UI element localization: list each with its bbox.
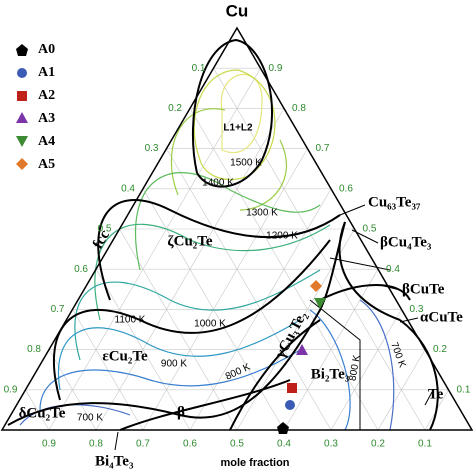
isotherm — [74, 269, 321, 361]
legend-label: A1 — [38, 65, 55, 80]
phase-label: βCuTe — [402, 281, 445, 297]
right-tick-label: 0.4 — [386, 264, 400, 275]
boundary — [7, 221, 346, 426]
boundary — [97, 199, 341, 301]
isotherm-label: 1200 K — [266, 231, 298, 242]
grid-line — [330, 309, 402, 431]
phase-label: Bi₂Te₃ — [311, 366, 350, 382]
isotherm — [220, 73, 263, 154]
right-tick-label: 0.2 — [433, 344, 447, 355]
isotherm-label: 1300 K — [246, 208, 278, 219]
right-tick-label: 0.3 — [410, 304, 424, 315]
isotherm-label: 1400 K — [202, 178, 234, 189]
legend-marker — [17, 91, 27, 101]
isotherm — [39, 309, 351, 431]
left-tick-label: 0.4 — [121, 183, 135, 194]
boundary — [399, 319, 439, 431]
bottom-tick-label: 0.4 — [277, 439, 291, 450]
boundary — [229, 319, 321, 431]
bottom-tick-label: 0.1 — [418, 439, 432, 450]
phase-label: εCu₂Te — [102, 348, 148, 364]
phase-label: Cu₆₃Te₃₇ — [368, 194, 421, 210]
isotherm — [58, 319, 301, 391]
title: Cu — [226, 1, 249, 20]
boundary — [191, 38, 274, 188]
isotherm-label: 1500 K — [230, 158, 262, 169]
phase-label: ζCu₂Te — [167, 233, 212, 249]
boundary — [319, 221, 411, 321]
isotherm-label: 700 K — [77, 413, 103, 424]
left-tick-label: 0.3 — [145, 143, 159, 154]
bottom-tick-label: 0.8 — [89, 439, 103, 450]
isotherm-label: 800 K — [347, 354, 362, 382]
phase-label: Bi₄Te₃ — [95, 453, 134, 469]
phase-label: αCuTe — [420, 309, 463, 325]
bottom-tick-label: 0.6 — [183, 439, 197, 450]
triangle-frame — [0, 26, 474, 431]
legend-marker — [16, 158, 28, 170]
right-tick-label: 0.6 — [339, 183, 353, 194]
isotherm-label: 1100 K — [115, 315, 146, 326]
left-tick-label: 0.6 — [74, 264, 88, 275]
isotherm — [170, 108, 287, 211]
bottom-tick-label: 0.2 — [371, 439, 385, 450]
phase-label: β — [177, 404, 185, 420]
legend-marker — [17, 68, 27, 78]
right-tick-label: 0.9 — [269, 63, 283, 74]
grid-line — [25, 389, 50, 431]
isotherm-label: 1000 K — [194, 319, 226, 330]
legend-marker — [16, 136, 28, 147]
phase-label: L1+L2 — [223, 123, 253, 134]
boundary — [52, 239, 331, 401]
grid-line — [119, 228, 238, 431]
isotherm-label: 900 K — [161, 359, 187, 370]
bottom-tick-label: 0.9 — [42, 439, 56, 450]
legend-label: A3 — [38, 111, 55, 126]
boundary — [119, 379, 291, 431]
legend-marker — [16, 112, 28, 123]
phase-label: βCu₄Te₃ — [380, 234, 432, 250]
grid-line — [95, 108, 285, 431]
legend-label: A4 — [38, 134, 55, 149]
point-a5 — [310, 280, 322, 292]
point-a2 — [287, 383, 297, 393]
point-a0 — [277, 422, 289, 434]
grid-line — [166, 148, 332, 431]
point-a3 — [296, 344, 308, 355]
grid-line — [142, 148, 308, 431]
grid-line — [48, 68, 261, 431]
left-tick-label: 0.1 — [192, 63, 206, 74]
left-tick-label: 0.5 — [98, 224, 112, 235]
bottom-tick-label: 0.5 — [230, 439, 244, 450]
isotherm-label: 700 K — [388, 341, 407, 370]
legend-label: A2 — [38, 88, 55, 103]
phase-label: Te — [428, 386, 444, 402]
left-tick-label: 0.7 — [51, 304, 65, 315]
right-tick-label: 0.7 — [316, 143, 330, 154]
right-tick-label: 0.1 — [457, 384, 471, 395]
axis-label: mole fraction — [220, 457, 289, 469]
arrows — [114, 204, 433, 451]
left-tick-label: 0.9 — [4, 384, 18, 395]
grid-line — [213, 68, 426, 431]
left-tick-label: 0.2 — [168, 103, 182, 114]
legend-marker — [16, 44, 28, 56]
phase-label: δCu₂Te — [19, 405, 66, 421]
isotherm — [134, 172, 321, 271]
point-a4 — [314, 298, 326, 309]
phase-boundaries — [7, 38, 439, 431]
isotherm — [94, 223, 331, 321]
isotherms — [19, 69, 395, 431]
legend-label: A0 — [38, 42, 55, 57]
right-tick-label: 0.5 — [363, 224, 377, 235]
point-a1 — [285, 400, 295, 410]
bottom-tick-label: 0.7 — [136, 439, 150, 450]
boundary — [309, 257, 391, 430]
bottom-tick-label: 0.3 — [324, 439, 338, 450]
right-tick-label: 0.8 — [292, 103, 306, 114]
left-tick-label: 0.8 — [27, 344, 41, 355]
legend-label: A5 — [38, 157, 55, 172]
